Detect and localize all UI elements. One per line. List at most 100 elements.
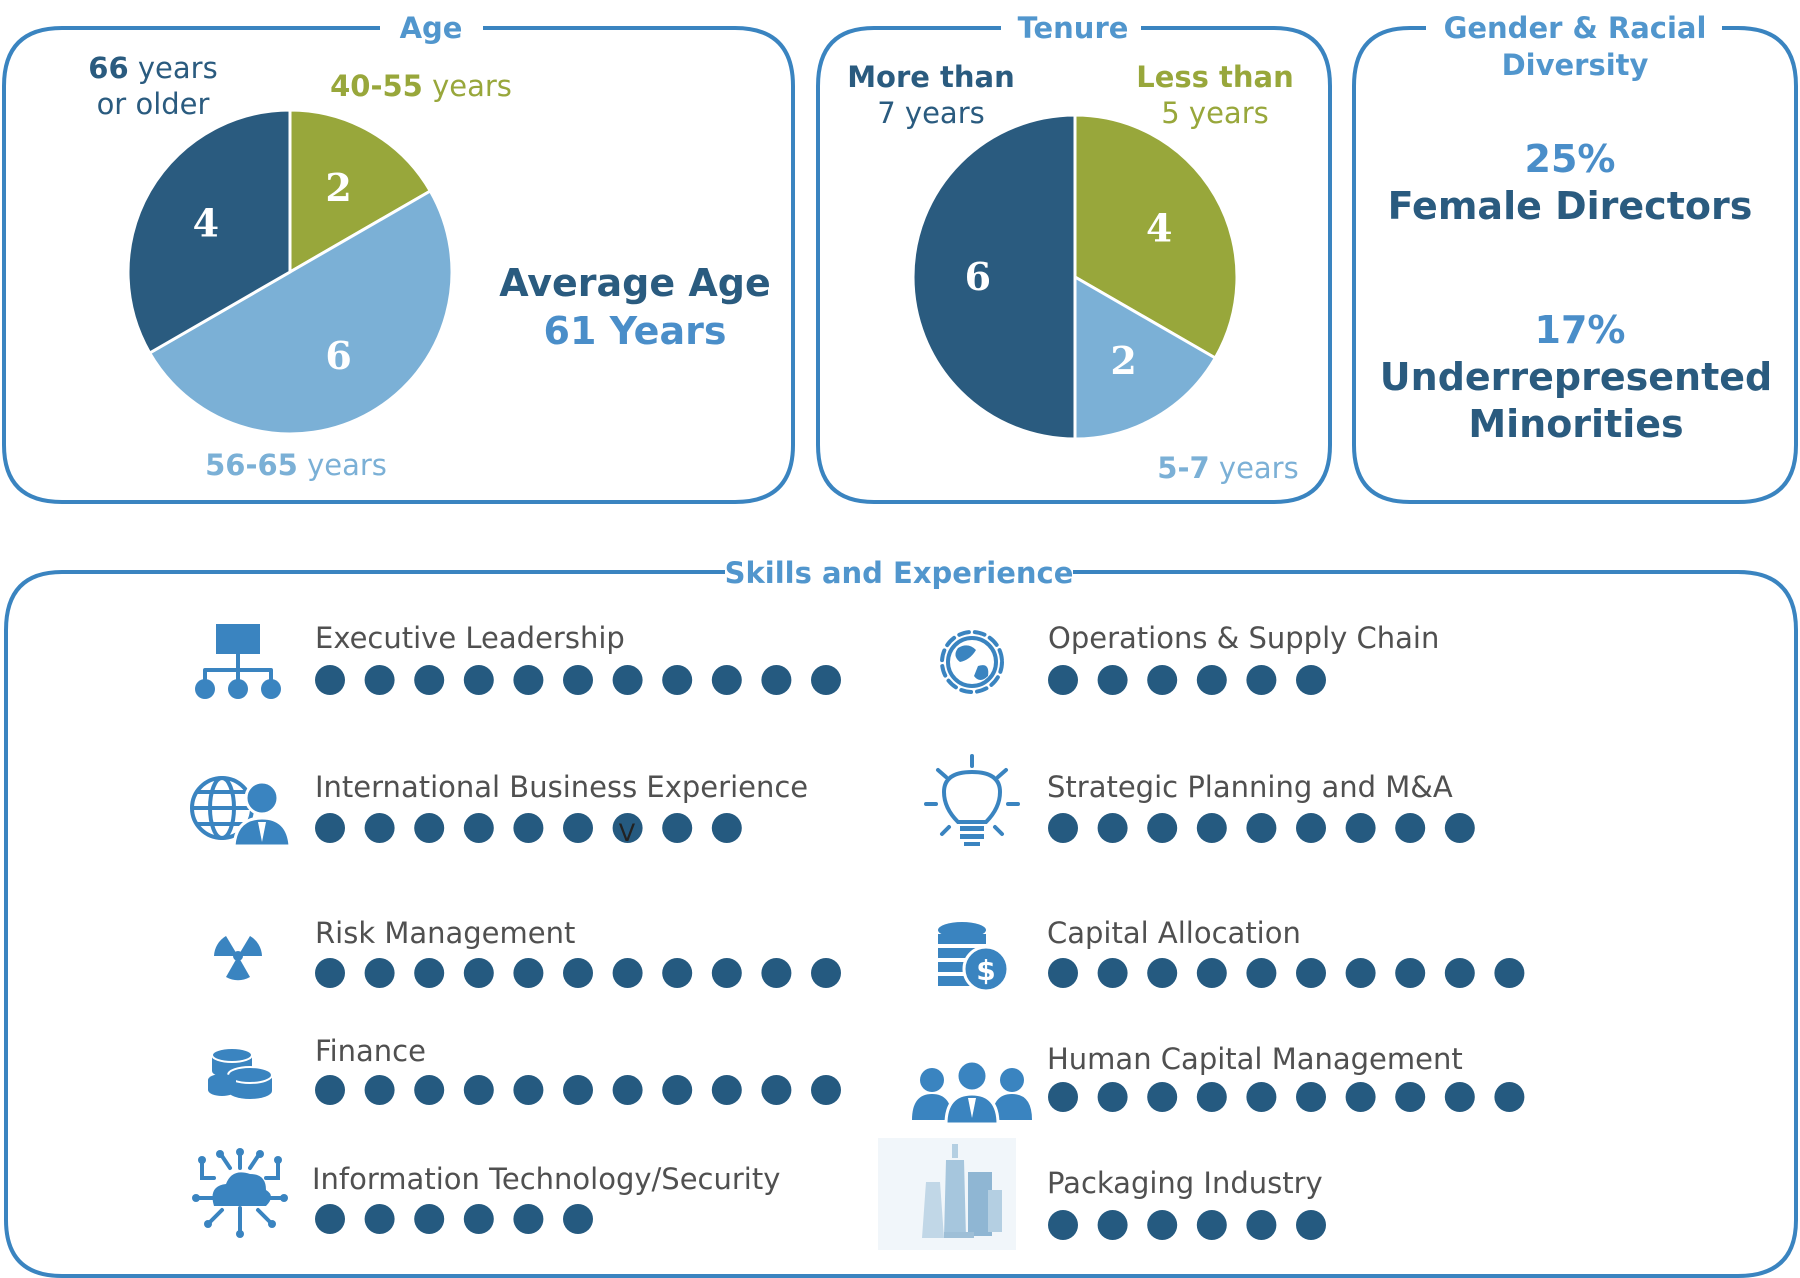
skill-dot-3-3 xyxy=(463,1075,494,1105)
skill-dot-5-3 xyxy=(1196,665,1227,695)
skill-label-capital-allocation: Capital Allocation xyxy=(1047,916,1301,950)
skill-dot-8-9 xyxy=(1494,1082,1525,1112)
age-pie-chart: 2 6 4 xyxy=(126,108,454,436)
diversity-panel: Gender & Racial Diversity 25% Female Dir… xyxy=(1352,11,1798,504)
skill-dot-0-8 xyxy=(711,665,742,695)
lightbulb-icon xyxy=(924,754,1020,846)
skill-dot-1-3 xyxy=(463,813,494,843)
skill-dot-7-6 xyxy=(1345,958,1376,988)
tenure-title: Tenure xyxy=(1018,11,1129,45)
skill-dot-0-4 xyxy=(513,665,544,695)
skill-dot-6-2 xyxy=(1147,813,1178,843)
skill-dot-9-0 xyxy=(1048,1210,1078,1240)
skill-dot-9-5 xyxy=(1296,1210,1326,1240)
skill-dot-2-9 xyxy=(761,958,792,988)
skill-dot-2-10 xyxy=(811,958,841,988)
skill-dot-2-6 xyxy=(612,958,643,988)
tenure-slice-0 xyxy=(1073,113,1239,361)
skill-dot-8-1 xyxy=(1097,1082,1128,1112)
skill-dot-3-6 xyxy=(612,1075,643,1105)
tenure-slice-value-0: 4 xyxy=(1146,205,1172,250)
skill-dot-6-3 xyxy=(1196,813,1227,843)
skill-dot-7-2 xyxy=(1147,958,1178,988)
skill-dot-1-1 xyxy=(364,813,395,843)
skill-label-operations: Operations & Supply Chain xyxy=(1048,621,1439,655)
skill-dot-3-8 xyxy=(711,1075,742,1105)
skill-label-packaging: Packaging Industry xyxy=(1047,1166,1323,1200)
age-slice-0 xyxy=(288,108,433,275)
skill-label-executive-leadership: Executive Leadership xyxy=(315,621,625,655)
minorities-label-line2: Minorities xyxy=(1468,402,1683,446)
diversity-title: Gender & Racial xyxy=(1444,11,1707,45)
skill-dot-8-0 xyxy=(1048,1082,1078,1112)
skill-dot-8-2 xyxy=(1147,1082,1178,1112)
age-panel: Age 2 6 4 66 years or older 40-55 years 56… xyxy=(2,11,795,504)
tenure-pie-chart: 4 2 6 xyxy=(911,113,1239,441)
tenure-slice-1 xyxy=(1073,274,1218,441)
skill-dot-2-2 xyxy=(414,958,445,988)
globe-person-icon xyxy=(190,776,292,848)
skill-dot-5-2 xyxy=(1147,665,1178,695)
skill-dot-9-3 xyxy=(1196,1210,1227,1240)
skill-dot-7-1 xyxy=(1097,958,1128,988)
skill-dot-7-4 xyxy=(1246,958,1277,988)
skill-dot-6-7 xyxy=(1395,813,1426,843)
skill-dot-3-4 xyxy=(513,1075,544,1105)
age-label-40-55: 40-55 years xyxy=(330,69,512,103)
skill-dot-6-0 xyxy=(1048,813,1078,843)
minorities-label: Underrepresented xyxy=(1380,355,1772,399)
skill-dot-1-7 xyxy=(662,813,693,843)
skill-dot-2-5 xyxy=(563,958,593,988)
skill-dot-8-3 xyxy=(1196,1082,1227,1112)
skill-dot-2-7 xyxy=(662,958,693,988)
skill-dot-0-9 xyxy=(761,665,792,695)
skill-dot-6-8 xyxy=(1444,813,1475,843)
database-dollar-icon: $ xyxy=(938,922,1010,993)
skill-dot-6-6 xyxy=(1345,813,1376,843)
bottles-icon xyxy=(878,1138,1016,1250)
globe-gear-icon xyxy=(940,630,1004,694)
skill-dot-8-4 xyxy=(1246,1082,1277,1112)
age-label-56-65: 56-65 years xyxy=(205,448,387,482)
diversity-title-line2: Diversity xyxy=(1502,48,1649,82)
skill-dot-9-4 xyxy=(1246,1210,1277,1240)
skill-dot-1-4 xyxy=(513,813,544,843)
cloud-network-icon xyxy=(192,1148,288,1238)
skill-dot-7-0 xyxy=(1048,958,1078,988)
tenure-label-more-than-7: More than xyxy=(847,60,1015,94)
skill-dot-4-1 xyxy=(364,1204,395,1234)
skill-dot-4-2 xyxy=(414,1204,445,1234)
skill-dot-2-1 xyxy=(364,958,395,988)
skill-dot-6-5 xyxy=(1296,813,1326,843)
coins-icon xyxy=(208,1047,273,1099)
skill-dot-2-8 xyxy=(711,958,742,988)
skill-dots xyxy=(315,665,1525,1240)
skill-dot-5-0 xyxy=(1048,665,1078,695)
skill-dot-2-4 xyxy=(513,958,544,988)
skill-dot-7-7 xyxy=(1395,958,1426,988)
stray-v-mark: V xyxy=(619,819,636,847)
female-directors-pct: 25% xyxy=(1525,137,1616,181)
people-group-icon xyxy=(912,1059,1032,1126)
skill-label-international-business: International Business Experience xyxy=(315,770,808,804)
skill-dot-5-4 xyxy=(1246,665,1277,695)
skill-dot-0-1 xyxy=(364,665,395,695)
org-chart-icon xyxy=(195,624,281,699)
skill-dot-1-0 xyxy=(315,813,345,843)
tenure-slice-2 xyxy=(911,113,1077,441)
minorities-pct: 17% xyxy=(1535,308,1626,352)
average-age-value: 61 Years xyxy=(544,309,727,353)
skill-dot-3-5 xyxy=(563,1075,593,1105)
skill-dot-0-2 xyxy=(414,665,445,695)
skill-dot-9-2 xyxy=(1147,1210,1178,1240)
skill-dot-6-1 xyxy=(1097,813,1128,843)
skill-dot-0-5 xyxy=(563,665,593,695)
skills-panel: Skills and Experience Executive Leadersh… xyxy=(3,556,1798,1278)
tenure-panel: Tenure 4 2 6 More than 7 years Less than 5… xyxy=(816,11,1332,504)
tenure-slice-value-1: 2 xyxy=(1110,338,1136,383)
skill-dot-8-5 xyxy=(1296,1082,1326,1112)
skill-dot-3-0 xyxy=(315,1075,345,1105)
average-age-label: Average Age xyxy=(499,261,771,305)
skill-dot-7-3 xyxy=(1196,958,1227,988)
